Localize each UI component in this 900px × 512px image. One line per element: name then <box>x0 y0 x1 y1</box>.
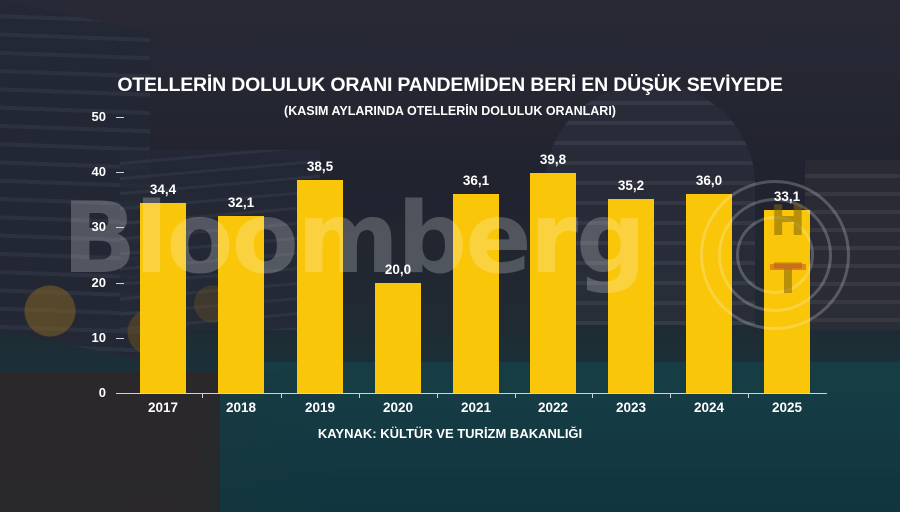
chart-title: OTELLERİN DOLULUK ORANI PANDEMİDEN BERİ … <box>117 74 783 96</box>
x-tick-label: 2017 <box>147 400 179 415</box>
bar-value-label: 39,8 <box>539 152 567 168</box>
bar-2017 <box>140 203 186 393</box>
x-tick-mark <box>437 393 438 398</box>
bar-2022 <box>530 173 576 393</box>
x-axis-line <box>122 393 827 394</box>
logo-divider <box>770 264 806 270</box>
bar-value-label: 36,1 <box>462 172 490 188</box>
bar-value-label: 35,2 <box>617 177 645 193</box>
logo-letter-t: T <box>773 254 803 303</box>
bar-value-label: 34,4 <box>149 182 177 198</box>
logo-letter-h: H <box>770 196 806 245</box>
y-tick-mark <box>116 337 124 339</box>
x-tick-label: 2023 <box>615 400 647 415</box>
x-tick-label: 2019 <box>304 400 336 415</box>
x-tick-label: 2025 <box>771 400 803 415</box>
logo-ring-middle <box>718 198 832 312</box>
x-tick-label: 2020 <box>382 400 414 415</box>
bar-value-label: 20,0 <box>384 261 412 277</box>
bar-value-label: 38,5 <box>306 159 334 175</box>
bar-2023 <box>608 198 654 393</box>
x-tick-mark <box>592 393 593 398</box>
source-note: KAYNAK: KÜLTÜR VE TURİZM BAKANLIĞI <box>317 426 583 441</box>
bar-2018 <box>218 215 264 393</box>
y-tick-label: 40 <box>91 164 106 180</box>
logo-ring-inner <box>736 216 814 294</box>
x-tick-mark <box>515 393 516 398</box>
y-tick-mark <box>116 393 124 394</box>
logo-letters: H T <box>768 198 808 302</box>
x-tick-mark <box>281 393 282 398</box>
x-tick-label: 2018 <box>225 400 257 415</box>
x-tick-label: 2021 <box>460 400 492 415</box>
bar-2021 <box>453 193 499 393</box>
bar-value-label: 33,1 <box>773 189 801 205</box>
x-tick-mark <box>202 393 203 398</box>
bar-value-label: 32,1 <box>227 194 255 210</box>
y-tick-mark <box>116 282 124 284</box>
y-tick-label: 10 <box>91 329 106 345</box>
y-tick-label: 0 <box>98 385 106 400</box>
y-tick-mark <box>116 172 124 174</box>
chart-subtitle: (KASIM AYLARINDA OTELLERİN DOLULUK ORANL… <box>284 104 616 118</box>
ht-logo-icon: H T <box>700 180 850 330</box>
bar-2020 <box>375 282 421 393</box>
y-tick-mark <box>116 227 124 229</box>
bloomberg-watermark: Bloomberg <box>62 182 646 296</box>
y-tick-mark <box>116 117 124 118</box>
x-tick-label: 2024 <box>693 400 725 415</box>
bar-2019 <box>297 180 343 393</box>
x-tick-mark <box>670 393 671 398</box>
bar-value-label: 36,0 <box>695 173 723 189</box>
x-tick-mark <box>359 393 360 398</box>
y-tick-label: 30 <box>91 219 106 235</box>
logo-ring-outer <box>700 180 850 330</box>
y-tick-label: 20 <box>91 274 106 290</box>
x-tick-label: 2022 <box>537 400 569 415</box>
x-tick-mark <box>748 393 749 398</box>
background-umbrellas <box>0 255 250 395</box>
y-tick-label: 50 <box>91 109 106 124</box>
